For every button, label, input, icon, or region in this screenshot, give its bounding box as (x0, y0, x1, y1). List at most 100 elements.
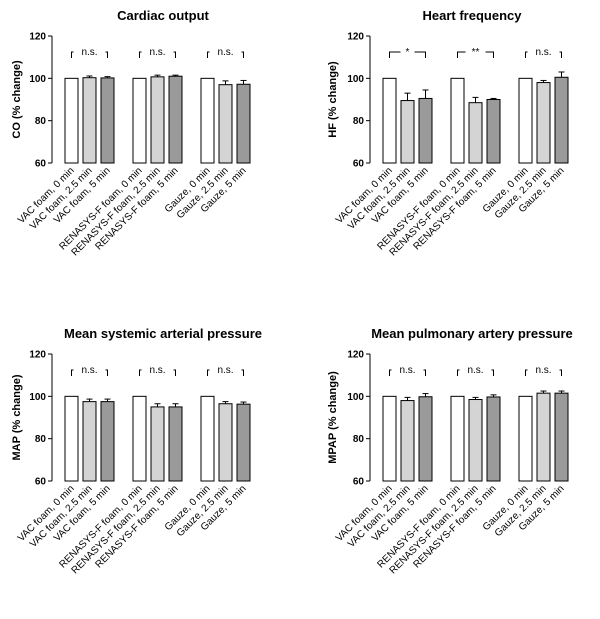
chart-title: Cardiac output (117, 8, 209, 23)
bar (64, 77, 79, 164)
significance-bracket (71, 369, 74, 376)
bar (236, 403, 251, 482)
bar (200, 395, 215, 482)
bar (200, 77, 215, 164)
significance-label: n.s. (149, 47, 165, 58)
chart-panel-3: Mean systemic arterial pressure MAP (% ch… (11, 326, 262, 576)
y-tick-label: 100 (29, 392, 46, 403)
y-tick-label: 60 (353, 477, 365, 488)
significance-bracket (559, 51, 562, 58)
significance-bracket (139, 369, 142, 376)
significance-bracket (485, 51, 494, 58)
significance-bracket (173, 51, 176, 58)
bar (486, 396, 501, 482)
significance-bracket (173, 369, 176, 376)
bar (64, 395, 79, 482)
bar (382, 395, 397, 482)
chart-title: Heart frequency (423, 8, 523, 23)
bar (450, 77, 465, 164)
significance-label: n.s. (399, 365, 415, 376)
bar (150, 406, 165, 482)
significance-bracket (491, 369, 494, 376)
significance-label: n.s. (217, 47, 233, 58)
y-tick-label: 100 (347, 392, 364, 403)
y-tick-label: 80 (35, 116, 47, 127)
bar (100, 77, 115, 164)
significance-bracket (241, 369, 244, 376)
significance-label: n.s. (149, 365, 165, 376)
y-tick-label: 80 (353, 434, 365, 445)
bar (100, 401, 115, 482)
y-axis-label: HF (% change) (327, 61, 339, 138)
significance-bracket (559, 369, 562, 376)
significance-bracket (71, 51, 74, 58)
significance-bracket (457, 369, 460, 376)
bar (418, 396, 433, 482)
y-tick-label: 100 (347, 74, 364, 85)
bar (132, 395, 147, 482)
significance-bracket (525, 369, 528, 376)
y-tick-label: 60 (35, 477, 47, 488)
significance-bracket (105, 51, 108, 58)
significance-bracket (139, 51, 142, 58)
significance-bracket (241, 51, 244, 58)
bar (382, 77, 397, 164)
bar (400, 400, 415, 482)
y-tick-label: 120 (29, 350, 46, 361)
bar (468, 399, 483, 482)
bar (236, 83, 251, 164)
bar (536, 392, 551, 482)
significance-bracket (207, 369, 210, 376)
bar (168, 75, 183, 164)
bar (486, 99, 501, 164)
significance-label: * (406, 47, 410, 58)
y-tick-label: 100 (29, 74, 46, 85)
y-tick-label: 80 (353, 116, 365, 127)
bar (218, 84, 233, 164)
bar (518, 395, 533, 482)
bar (418, 97, 433, 164)
bar (468, 102, 483, 164)
significance-label: ** (472, 47, 480, 58)
significance-label: n.s. (81, 47, 97, 58)
y-axis-label: CO (% change) (11, 60, 23, 139)
significance-label: n.s. (535, 365, 551, 376)
y-tick-label: 80 (35, 434, 47, 445)
bar (132, 77, 147, 164)
y-axis-label: MPAP (% change) (327, 371, 339, 464)
significance-label: n.s. (81, 365, 97, 376)
bar (168, 406, 183, 482)
y-tick-label: 120 (347, 32, 364, 43)
significance-label: n.s. (467, 365, 483, 376)
significance-bracket (207, 51, 210, 58)
significance-bracket (105, 369, 108, 376)
y-axis-label: MAP (% change) (11, 374, 23, 460)
chart-title: Mean pulmonary artery pressure (371, 326, 573, 341)
y-tick-label: 60 (35, 159, 47, 170)
significance-bracket (423, 369, 426, 376)
y-tick-label: 120 (347, 350, 364, 361)
y-tick-label: 120 (29, 32, 46, 43)
y-tick-label: 60 (353, 159, 365, 170)
bar (554, 392, 569, 482)
bar (536, 82, 551, 164)
bar (218, 403, 233, 482)
bar (150, 76, 165, 164)
bar (82, 77, 97, 164)
bar (400, 100, 415, 164)
chart-panel-4: Mean pulmonary artery pressure MPAP (% ch… (327, 326, 573, 576)
bar (518, 77, 533, 164)
significance-label: n.s. (217, 365, 233, 376)
bar (554, 76, 569, 164)
chart-title: Mean systemic arterial pressure (64, 326, 262, 341)
significance-bracket (457, 51, 466, 58)
bar (450, 395, 465, 482)
significance-label: n.s. (535, 47, 551, 58)
significance-bracket (414, 51, 426, 58)
significance-bracket (389, 51, 401, 58)
significance-bracket (389, 369, 392, 376)
bar (82, 401, 97, 482)
